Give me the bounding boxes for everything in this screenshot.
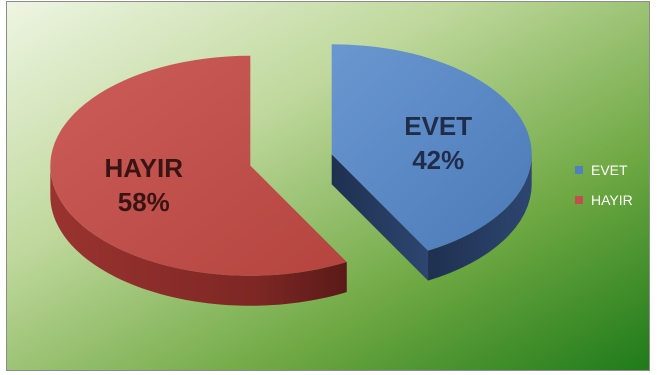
slice-label-hayir-value: 58% bbox=[118, 187, 170, 217]
slice-label-evet-name: EVET bbox=[404, 111, 472, 141]
legend-item-hayir: HAYIR bbox=[575, 190, 633, 210]
slice-wall bbox=[331, 154, 429, 281]
slice-hayir bbox=[50, 55, 347, 276]
pie-slices bbox=[50, 44, 532, 306]
slice-outer-wall bbox=[50, 165, 347, 306]
slice-label-hayir-name: HAYIR bbox=[105, 153, 184, 183]
legend-label-evet: EVET bbox=[591, 162, 628, 178]
slice-evet-sides bbox=[331, 154, 532, 281]
chart-legend: EVET HAYIR bbox=[575, 160, 633, 220]
legend-swatch-evet bbox=[575, 166, 583, 174]
pie-chart: EVET 42% HAYIR 58% bbox=[7, 2, 649, 370]
slice-evet bbox=[331, 44, 532, 251]
pie-data-labels: EVET 42% HAYIR 58% bbox=[105, 111, 473, 217]
slice-outer-wall bbox=[428, 154, 532, 281]
legend-swatch-hayir bbox=[575, 196, 583, 204]
legend-item-evet: EVET bbox=[575, 160, 633, 180]
chart-frame: EVET 42% HAYIR 58% EVET HAYIR bbox=[6, 1, 650, 371]
legend-label-hayir: HAYIR bbox=[591, 192, 633, 208]
slice-label-evet-value: 42% bbox=[412, 145, 464, 175]
